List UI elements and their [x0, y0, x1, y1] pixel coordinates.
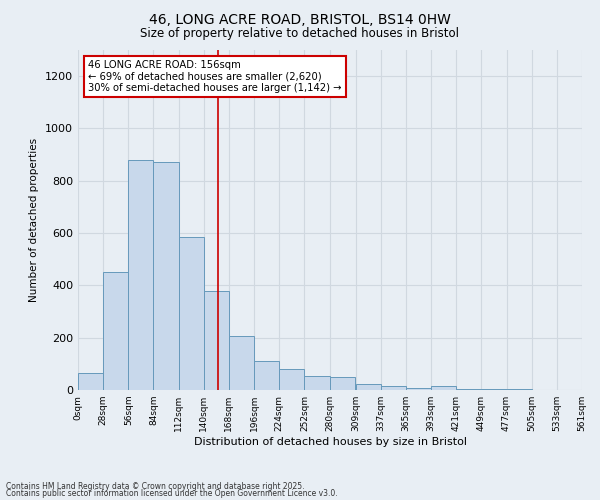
Bar — [356, 384, 381, 390]
X-axis label: Distribution of detached houses by size in Bristol: Distribution of detached houses by size … — [193, 437, 467, 447]
Bar — [456, 388, 481, 390]
Text: 46 LONG ACRE ROAD: 156sqm
← 69% of detached houses are smaller (2,620)
30% of se: 46 LONG ACRE ROAD: 156sqm ← 69% of detac… — [88, 60, 341, 94]
Bar — [304, 376, 329, 390]
Bar — [329, 378, 355, 390]
Bar — [406, 388, 431, 390]
Bar — [154, 162, 179, 390]
Bar — [431, 386, 456, 390]
Bar — [381, 386, 406, 390]
Bar — [254, 361, 279, 390]
Bar — [204, 290, 229, 390]
Bar — [229, 336, 254, 390]
Bar — [128, 160, 154, 390]
Text: Contains public sector information licensed under the Open Government Licence v3: Contains public sector information licen… — [6, 490, 338, 498]
Bar — [179, 237, 204, 390]
Text: Contains HM Land Registry data © Crown copyright and database right 2025.: Contains HM Land Registry data © Crown c… — [6, 482, 305, 491]
Y-axis label: Number of detached properties: Number of detached properties — [29, 138, 40, 302]
Bar — [78, 373, 103, 390]
Bar — [103, 272, 128, 390]
Bar — [279, 369, 304, 390]
Text: 46, LONG ACRE ROAD, BRISTOL, BS14 0HW: 46, LONG ACRE ROAD, BRISTOL, BS14 0HW — [149, 12, 451, 26]
Text: Size of property relative to detached houses in Bristol: Size of property relative to detached ho… — [140, 28, 460, 40]
